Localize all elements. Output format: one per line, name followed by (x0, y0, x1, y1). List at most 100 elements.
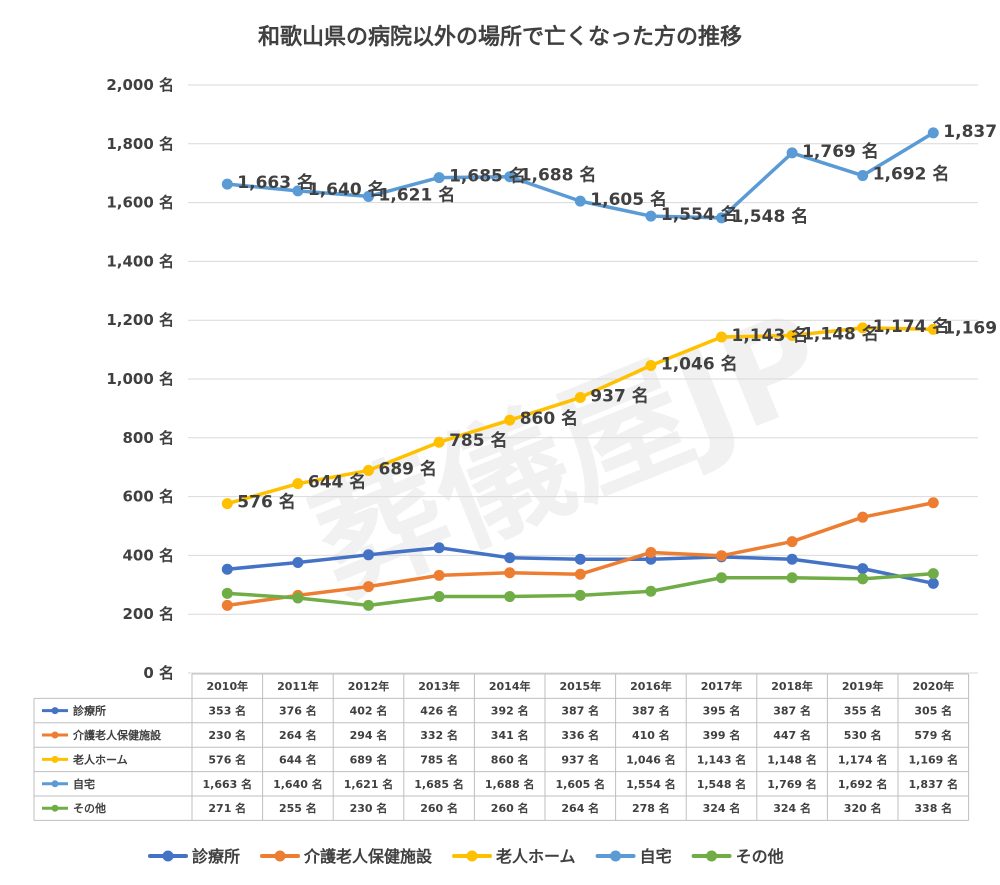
data-label: 1,663 名 (237, 172, 314, 193)
table-cell: 255 名 (279, 801, 317, 815)
y-tick-label: 1,200 名 (106, 311, 174, 329)
table-header-cell: 2012年 (348, 679, 390, 693)
y-tick-label: 0 名 (143, 664, 174, 682)
table-cell: 230 名 (350, 801, 388, 815)
data-point (857, 511, 869, 523)
legend-label: その他 (736, 847, 784, 866)
y-tick-label: 200 名 (122, 605, 174, 623)
table-cell: 294 名 (350, 728, 388, 742)
table-cell: 376 名 (279, 704, 317, 718)
table-cell: 260 名 (491, 801, 529, 815)
table-legend-key-marker (51, 804, 59, 812)
data-point (292, 592, 304, 604)
data-point (645, 359, 657, 371)
table-cell: 1,143 名 (697, 752, 747, 766)
table-cell: 271 名 (208, 801, 246, 815)
y-tick-label: 400 名 (122, 546, 174, 564)
data-point (504, 552, 516, 564)
data-label: 937 名 (590, 386, 648, 407)
y-tick-label: 800 名 (122, 429, 174, 447)
data-label: 1,692 名 (873, 164, 950, 185)
table-header-cell: 2014年 (489, 679, 531, 693)
table-cell: 387 名 (561, 704, 599, 718)
data-point (574, 568, 586, 580)
data-point (221, 498, 233, 510)
table-cell: 387 名 (632, 704, 670, 718)
data-point (504, 591, 516, 603)
legend-label: 自宅 (640, 847, 672, 866)
data-point (645, 546, 657, 558)
data-point (433, 591, 445, 603)
y-tick-label: 600 名 (122, 488, 174, 506)
y-tick-label: 1,400 名 (106, 252, 174, 270)
table-row-name: 介護老人保健施設 (72, 728, 162, 742)
data-label: 689 名 (379, 458, 437, 479)
table-cell: 320 名 (844, 801, 882, 815)
table-cell: 353 名 (208, 704, 246, 718)
table-row-name: 老人ホーム (72, 752, 128, 766)
table-cell: 644 名 (279, 752, 317, 766)
table-header-cell: 2020年 (912, 679, 954, 693)
legend-key-marker (466, 850, 478, 862)
data-label: 1,605 名 (590, 189, 667, 210)
table-header-cell: 2010年 (206, 679, 248, 693)
data-label: 860 名 (520, 408, 578, 429)
data-point (574, 195, 586, 207)
table-cell: 1,688 名 (485, 777, 535, 791)
table-row-name: その他 (73, 801, 106, 815)
table-cell: 1,663 名 (202, 777, 252, 791)
table-cell: 579 名 (914, 728, 952, 742)
data-table: 2010年 2011年 2012年 2013年 2014年 2015年 2016年 2017年… (33, 673, 970, 821)
legend-key-marker (274, 850, 286, 862)
data-point (221, 178, 233, 190)
data-label: 1,169 名 (943, 317, 1000, 338)
legend-label: 介護老人保健施設 (303, 847, 433, 866)
data-labels: 576 名 644 名 689 名 785 名 860 名 937 名 1,046 名 1,1… (237, 121, 1000, 513)
data-label: 1,143 名 (732, 325, 809, 346)
table-header-cell: 2016年 (630, 679, 672, 693)
legend-label: 診療所 (192, 847, 240, 866)
data-point (927, 497, 939, 509)
data-label: 1,621 名 (379, 184, 456, 205)
table-legend-key-marker (51, 731, 59, 739)
legend-key-marker (706, 850, 718, 862)
table-cell: 392 名 (491, 704, 529, 718)
table-cell: 410 名 (632, 728, 670, 742)
y-tick-label: 1,000 名 (106, 370, 174, 388)
data-point (786, 572, 798, 584)
data-point (927, 568, 939, 580)
table-cell: 324 名 (703, 801, 741, 815)
data-point (292, 185, 304, 197)
data-point (504, 414, 516, 426)
y-tick-label: 1,800 名 (106, 135, 174, 153)
data-point (927, 127, 939, 139)
data-label: 644 名 (308, 472, 366, 493)
table-cell: 332 名 (420, 728, 458, 742)
table-cell: 860 名 (491, 752, 529, 766)
y-tick-label: 1,600 名 (106, 194, 174, 212)
table-cell: 355 名 (844, 704, 882, 718)
data-point (363, 599, 374, 611)
data-point (292, 478, 304, 490)
data-label: 1,837 名 (943, 121, 1000, 142)
table-legend-key-marker (51, 707, 59, 715)
table-cell: 1,548 名 (697, 777, 747, 791)
table-cell: 395 名 (703, 704, 741, 718)
data-point (857, 573, 869, 585)
table-header-cell: 2017年 (701, 679, 743, 693)
data-point (645, 585, 657, 597)
table-cell: 260 名 (420, 801, 458, 815)
table-cell: 1,685 名 (414, 777, 464, 791)
table-header-cell: 2019年 (842, 679, 884, 693)
data-point (927, 577, 939, 589)
data-point (574, 553, 586, 565)
table-row-name: 自宅 (73, 777, 95, 791)
table-row-name: 診療所 (73, 704, 106, 718)
data-point (433, 172, 445, 184)
data-point (574, 392, 586, 404)
legend-key-marker (610, 850, 622, 862)
data-point (786, 536, 798, 548)
data-point (574, 589, 586, 601)
data-point (504, 171, 516, 183)
y-axis-ticks: 0 名 200 名 400 名 600 名 800 名 1,000 名 1,200 名 1,4… (106, 76, 174, 682)
